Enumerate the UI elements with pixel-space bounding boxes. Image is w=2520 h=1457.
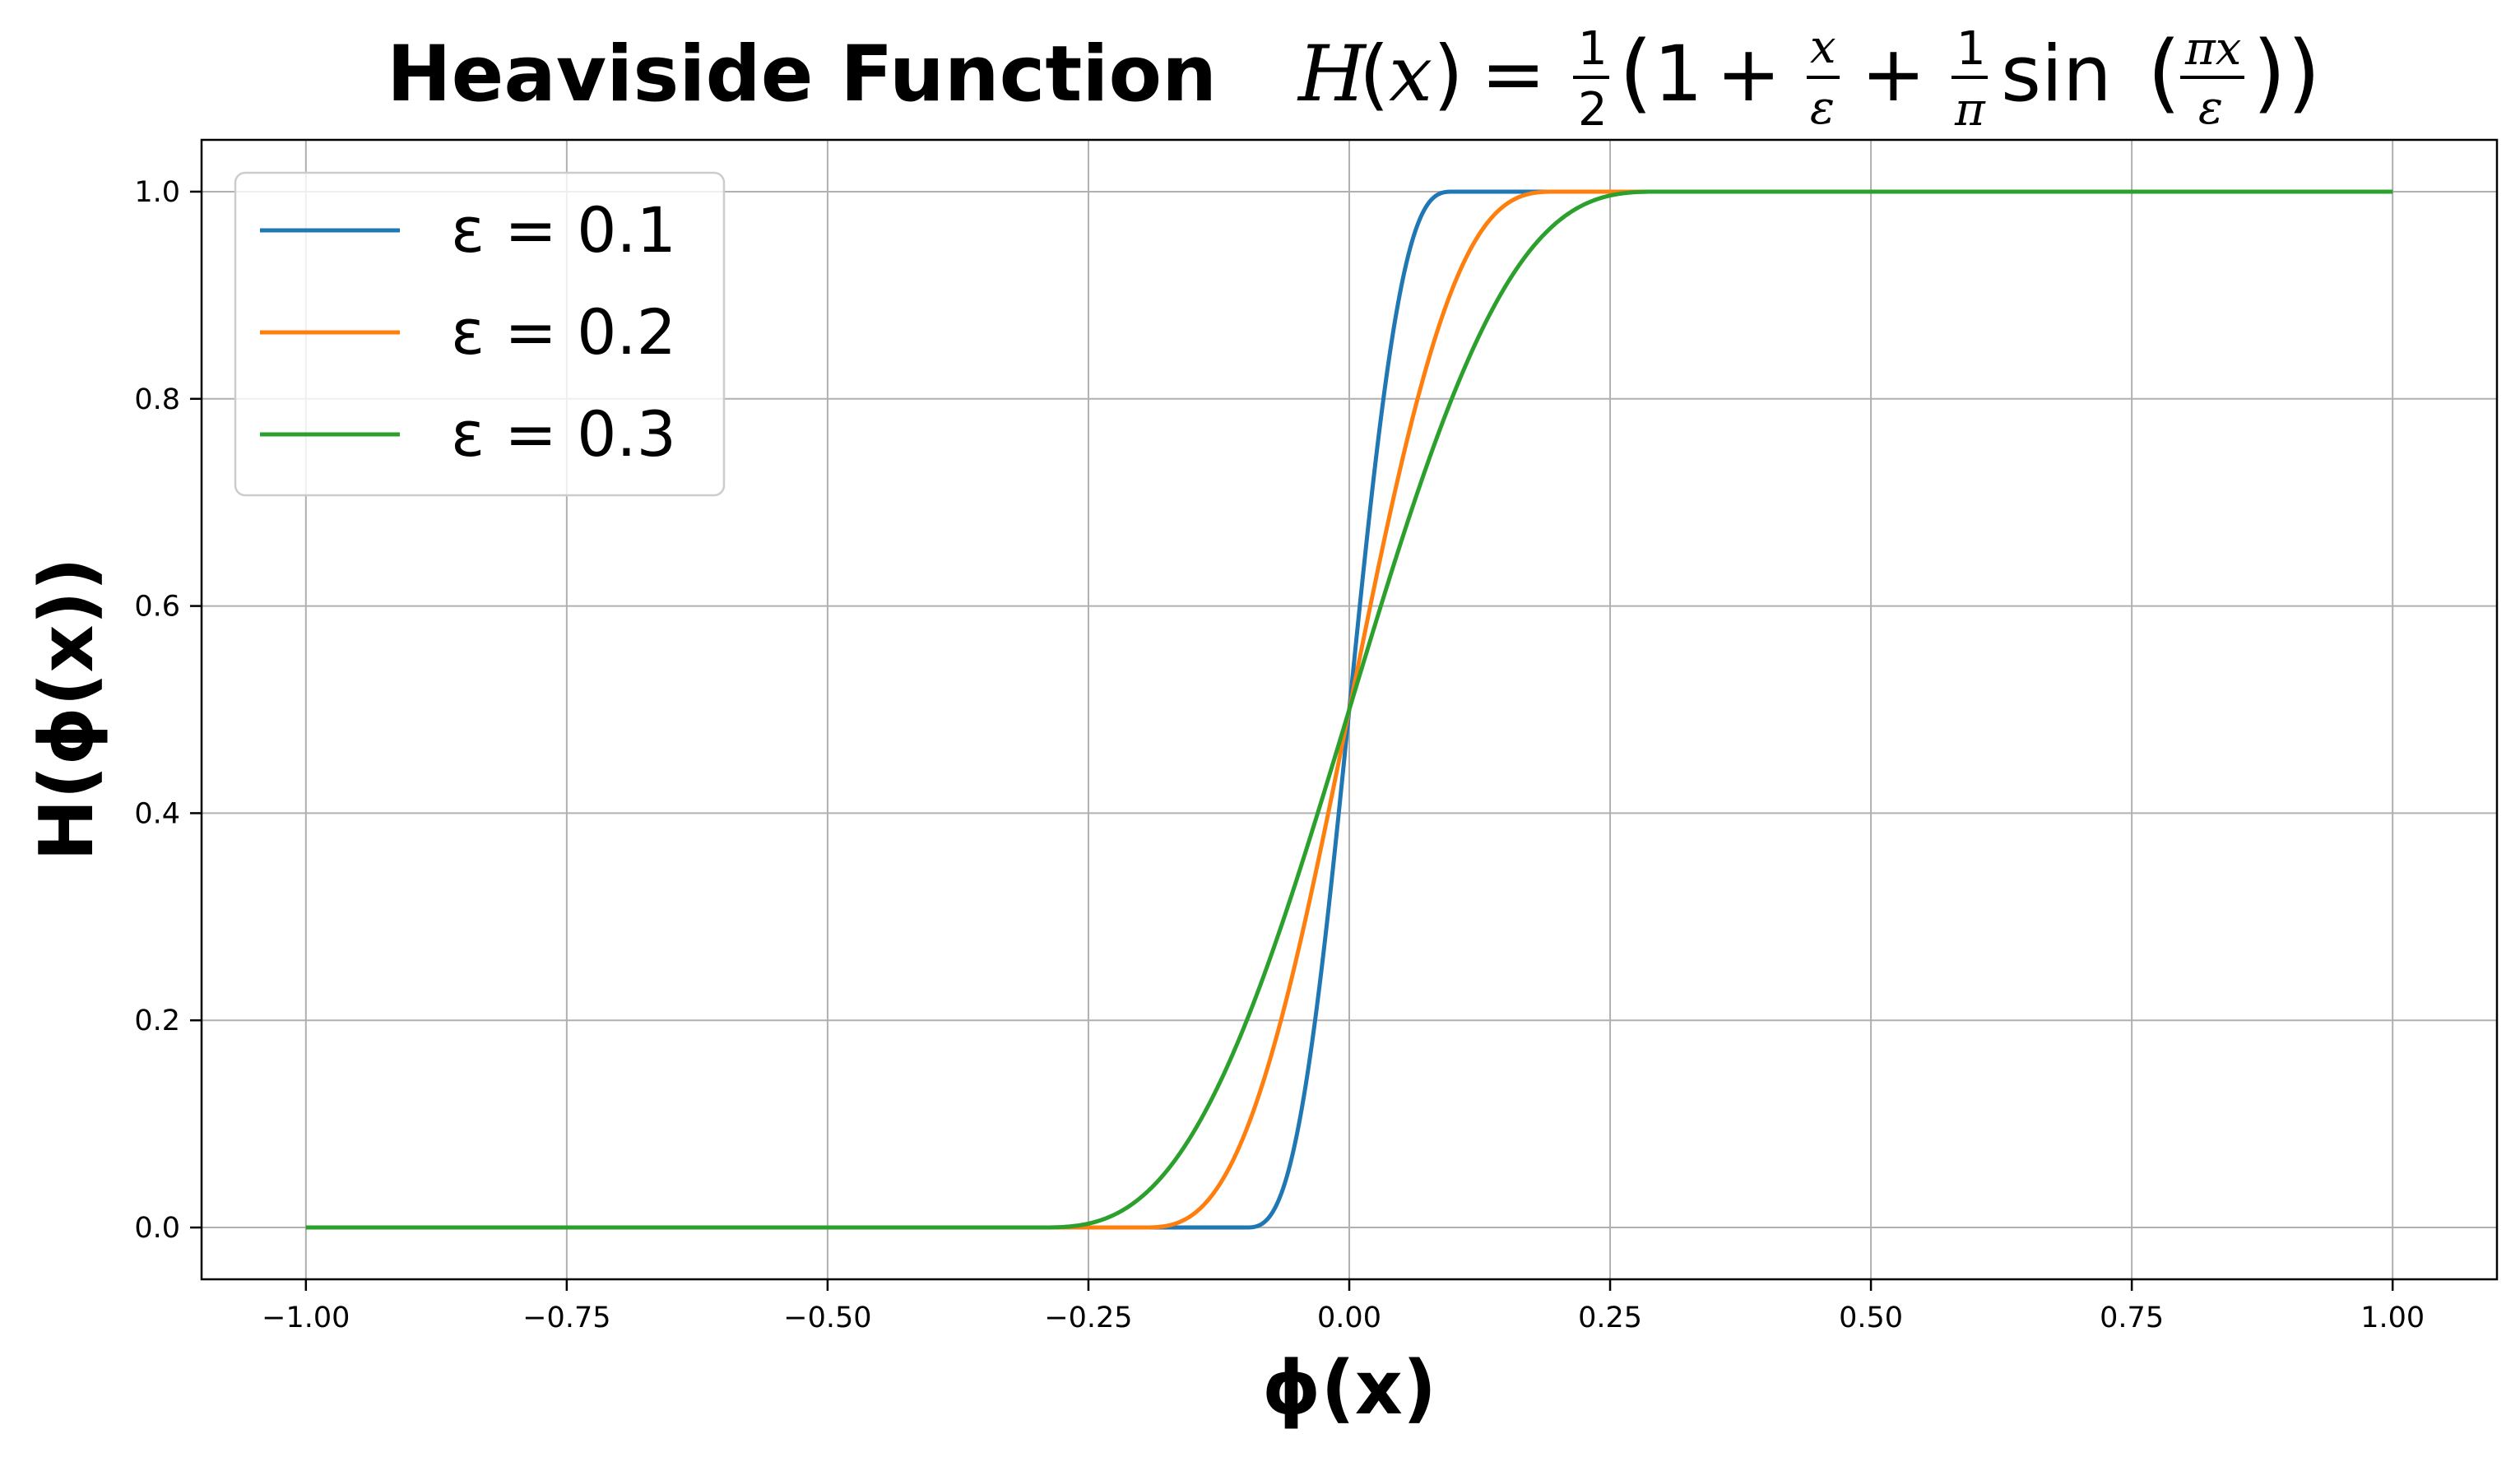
svg-text:(: (: [1619, 22, 1653, 123]
svg-text:1: 1: [1578, 22, 1608, 76]
x-tick-label: 0.00: [1317, 1302, 1381, 1334]
y-tick-label: 1.0: [134, 176, 180, 209]
grid: [202, 140, 2497, 1279]
y-axis-ticks: 0.0 0.2 0.4 0.6 0.8 1.0: [134, 176, 202, 1245]
x-tick-label: 1.00: [2360, 1302, 2425, 1334]
x-tick-label: −1.00: [262, 1302, 350, 1334]
y-tick-label: 0.0: [134, 1212, 180, 1245]
y-tick-label: 0.4: [134, 797, 180, 830]
svg-text:x: x: [1810, 21, 1836, 74]
x-tick-label: −0.25: [1044, 1302, 1132, 1334]
svg-text:1: 1: [1956, 22, 1986, 76]
svg-text:): ): [2253, 22, 2286, 123]
legend-label: ε = 0.3: [451, 397, 676, 471]
chart-title: Heaviside Function H ( x ) = 1 2 ( 1 + x…: [387, 21, 2321, 137]
svg-text:): ): [1433, 30, 1464, 119]
chart-title-formula: H ( x ) = 1 2 ( 1 + x ε + 1 π sin ( πx: [1297, 21, 2321, 137]
x-tick-label: −0.50: [783, 1302, 871, 1334]
x-tick-label: 0.50: [1839, 1302, 1903, 1334]
svg-text:1: 1: [1654, 30, 1703, 119]
svg-text:2: 2: [1578, 83, 1608, 137]
svg-text:sin: sin: [2001, 30, 2112, 119]
svg-text:=: =: [1481, 30, 1546, 119]
svg-text:+: +: [1861, 30, 1926, 119]
svg-text:+: +: [1716, 30, 1781, 119]
svg-text:ε: ε: [1810, 81, 1835, 135]
y-tick-label: 0.2: [134, 1005, 180, 1037]
series-line: [305, 189, 2393, 1230]
x-tick-label: −0.75: [522, 1302, 610, 1334]
legend: ε = 0.1 ε = 0.2 ε = 0.3: [234, 171, 726, 497]
svg-text:x: x: [1389, 30, 1432, 119]
chart-title-text: Heaviside Function: [387, 30, 1217, 119]
x-axis-label: ϕ(x): [1262, 1345, 1436, 1431]
svg-text:): ): [2287, 22, 2321, 123]
x-tick-label: 0.25: [1578, 1302, 1642, 1334]
y-tick-label: 0.8: [134, 383, 180, 416]
legend-label: ε = 0.2: [451, 295, 676, 369]
svg-text:ε: ε: [2198, 81, 2223, 135]
y-tick-label: 0.6: [134, 591, 180, 624]
svg-text:(: (: [2147, 22, 2181, 123]
svg-text:π: π: [1954, 83, 1986, 137]
svg-text:πx: πx: [2184, 22, 2241, 76]
x-tick-label: 0.75: [2100, 1302, 2164, 1334]
svg-text:H: H: [1297, 30, 1367, 119]
legend-box: [234, 171, 726, 497]
x-axis-ticks: −1.00 −0.75 −0.50 −0.25 0.00 0.25 0.50 0.75 1.00: [262, 1279, 2425, 1334]
series-lines: [305, 189, 2393, 1230]
y-axis-label: H(ϕ(x)): [24, 557, 110, 861]
svg-text:(: (: [1359, 30, 1390, 119]
legend-label: ε = 0.1: [451, 193, 676, 267]
